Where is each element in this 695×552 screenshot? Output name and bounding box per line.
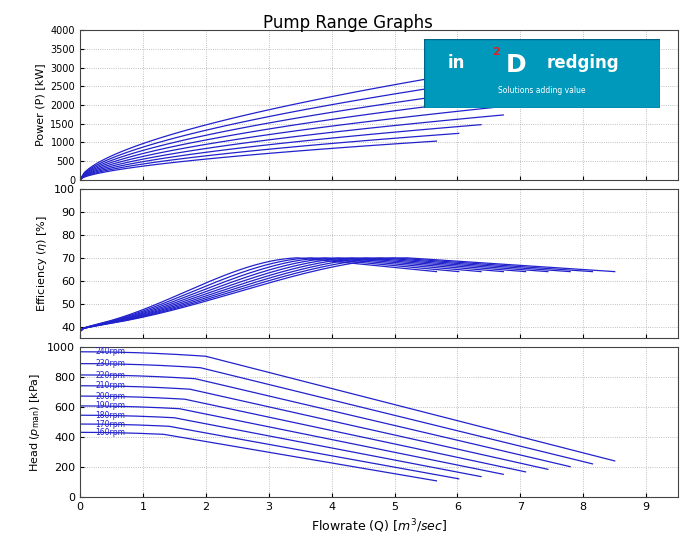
- Text: 240rpm: 240rpm: [95, 347, 125, 357]
- Text: 180rpm: 180rpm: [95, 411, 125, 420]
- Text: 210rpm: 210rpm: [95, 381, 125, 390]
- Text: 190rpm: 190rpm: [95, 401, 125, 411]
- Text: 160rpm: 160rpm: [95, 428, 125, 437]
- Y-axis label: Efficiency ($\eta$) [%]: Efficiency ($\eta$) [%]: [35, 215, 49, 312]
- Y-axis label: Power (P) [kW]: Power (P) [kW]: [35, 64, 44, 146]
- Text: 220rpm: 220rpm: [95, 370, 125, 380]
- Text: 200rpm: 200rpm: [95, 392, 125, 401]
- Text: 230rpm: 230rpm: [95, 359, 125, 368]
- Text: 170rpm: 170rpm: [95, 420, 125, 428]
- X-axis label: Flowrate (Q) $[m^3/sec]$: Flowrate (Q) $[m^3/sec]$: [311, 517, 447, 535]
- Text: Pump Range Graphs: Pump Range Graphs: [263, 14, 432, 32]
- Y-axis label: Head ($p_{\mathrm{man}}$) [kPa]: Head ($p_{\mathrm{man}}$) [kPa]: [28, 373, 42, 471]
